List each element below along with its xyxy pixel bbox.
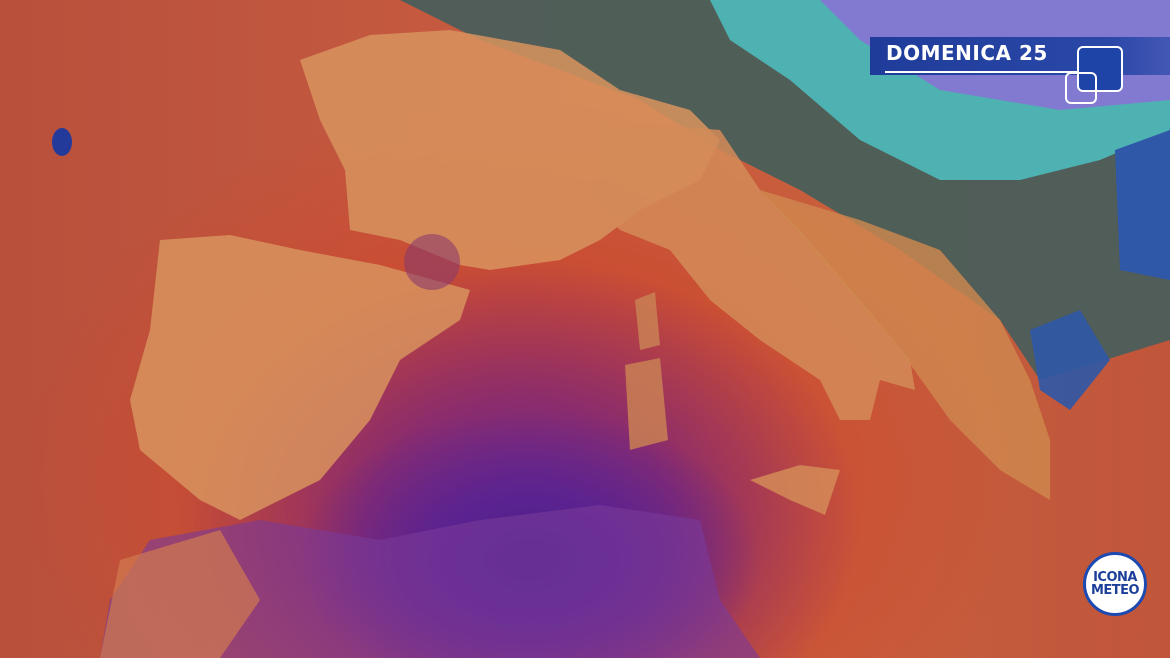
- banner-underline: [885, 71, 1105, 73]
- sardinia-land: [625, 358, 668, 450]
- low-pressure-spot: [404, 234, 460, 290]
- iberia-land: [130, 235, 470, 520]
- balkans-land: [760, 190, 1050, 500]
- sicily-land: [750, 465, 840, 515]
- black-sea: [1115, 130, 1170, 280]
- morocco-land: [100, 530, 260, 658]
- iconameteo-logo: ICONA METEO: [1083, 552, 1147, 616]
- aegean-sea: [1030, 310, 1110, 410]
- date-title: DOMENICA 25: [886, 41, 1048, 65]
- banner-square-icon: [1077, 46, 1123, 92]
- low-pressure-center: [52, 128, 72, 156]
- banner-square-outline-icon: [1065, 72, 1097, 104]
- italy-land: [590, 120, 915, 420]
- logo-line1: ICONA: [1093, 570, 1137, 585]
- logo-line2: METEO: [1090, 583, 1140, 598]
- north-africa-land: [100, 505, 760, 658]
- corsica-land: [635, 292, 660, 350]
